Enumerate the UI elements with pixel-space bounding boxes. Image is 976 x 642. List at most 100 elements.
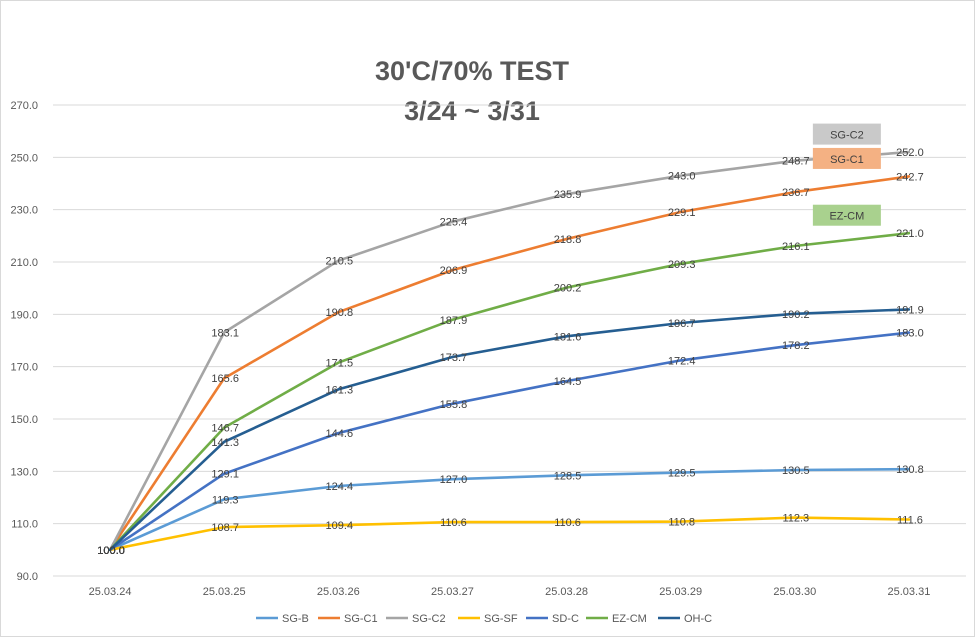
- data-label-sg-c2: 248.7: [782, 156, 810, 168]
- data-label-sg-b: 100.0: [97, 545, 125, 557]
- data-label-sd-c: 100.0: [97, 545, 125, 557]
- y-tick-label: 150.0: [10, 414, 38, 426]
- annotation-box-sg-c2: [812, 123, 881, 145]
- y-tick-label: 90.0: [17, 571, 38, 583]
- data-label-sg-c2: 210.5: [326, 256, 354, 268]
- data-label-sg-c2: 100.0: [97, 545, 125, 557]
- data-label-oh-c: 141.3: [211, 437, 239, 449]
- legend-label-sg-c2: SG-C2: [412, 613, 446, 625]
- x-tick-label: 25.03.29: [659, 586, 702, 598]
- data-label-sg-sf: 112.3: [782, 513, 809, 525]
- series-line-sg-b: [108, 467, 911, 552]
- data-label-sg-b: 129.5: [668, 468, 696, 480]
- y-tick-label: 210.0: [10, 257, 38, 269]
- data-label-oh-c: 173.7: [440, 352, 468, 364]
- data-label-ez-cm: 221.0: [896, 228, 924, 240]
- y-tick-label: 230.0: [10, 205, 38, 217]
- data-label-sd-c: 178.2: [782, 340, 810, 352]
- chart-subtitle: 3/24 ~ 3/31: [404, 96, 540, 126]
- data-label-sd-c: 164.5: [554, 376, 582, 388]
- x-axis: 25.03.24 25.03.25 25.03.26 25.03.27 25.03.28…: [89, 586, 931, 598]
- data-label-sg-c2: 183.1: [211, 327, 239, 339]
- y-tick-label: 270.0: [10, 100, 38, 112]
- data-label-sg-c2: 235.9: [554, 189, 582, 201]
- data-label-sg-c1: 236.7: [782, 187, 810, 199]
- data-label-ez-cm: 216.1: [782, 241, 810, 253]
- x-tick-label: 25.03.25: [203, 586, 246, 598]
- x-tick-label: 25.03.24: [89, 586, 132, 598]
- series-line-sg-c2: [108, 150, 911, 552]
- series-line-sg-c1: [108, 175, 911, 552]
- annotation-box-sg-c1: [812, 147, 881, 169]
- y-tick-label: 170.0: [10, 362, 38, 374]
- data-label-sd-c: 144.6: [326, 428, 354, 440]
- legend-label-sg-c1: SG-C1: [344, 613, 378, 625]
- data-labels: 100.0 119.3 124.4 127.0 128.5 129.5 130.5 130.8…: [97, 147, 923, 557]
- data-label-sg-c1: 242.7: [896, 171, 924, 183]
- y-tick-label: 130.0: [10, 466, 38, 478]
- data-label-oh-c: 100.0: [97, 545, 125, 557]
- x-tick-label: 25.03.27: [431, 586, 474, 598]
- series-lines: [108, 150, 911, 552]
- data-label-sg-sf: 108.7: [211, 522, 239, 534]
- data-label-sg-sf: 110.6: [554, 517, 581, 529]
- data-label-sg-sf: 110.6: [440, 517, 467, 529]
- data-label-oh-c: 191.9: [896, 304, 924, 316]
- data-label-ez-cm: 100.0: [97, 545, 125, 557]
- data-label-sg-c1: 206.9: [440, 265, 468, 277]
- data-label-sg-b: 124.4: [326, 481, 354, 493]
- y-tick-label: 190.0: [10, 309, 38, 321]
- legend: SG-B SG-C1 SG-C2 SG-SF SD-C EZ-CM OH-C: [256, 613, 712, 625]
- x-tick-label: 25.03.30: [773, 586, 816, 598]
- data-label-ez-cm: 187.9: [440, 315, 468, 327]
- data-label-oh-c: 186.7: [668, 318, 696, 330]
- data-label-oh-c: 181.6: [554, 331, 582, 343]
- annotation-label-ez-cm: EZ-CM: [829, 211, 864, 223]
- annotation-label-sg-c1: SG-C1: [830, 154, 864, 166]
- legend-label-sg-b: SG-B: [282, 613, 309, 625]
- data-label-sg-sf: 100.0: [97, 545, 125, 557]
- data-label-sg-b: 130.5: [782, 465, 810, 477]
- data-label-sg-sf: 110.8: [668, 517, 695, 529]
- data-label-ez-cm: 200.2: [554, 283, 582, 295]
- data-label-sg-sf: 109.4: [326, 520, 354, 532]
- data-label-ez-cm: 209.3: [668, 259, 696, 271]
- data-label-sg-c1: 165.6: [211, 373, 239, 385]
- data-label-sg-c2: 225.4: [440, 217, 468, 229]
- data-label-sd-c: 183.0: [896, 328, 924, 340]
- series-line-oh-c: [108, 308, 911, 552]
- data-label-sg-b: 119.3: [212, 494, 239, 506]
- x-tick-label: 25.03.28: [545, 586, 588, 598]
- x-tick-label: 25.03.26: [317, 586, 360, 598]
- data-label-sg-c1: 218.8: [554, 234, 582, 246]
- series-line-ez-cm: [108, 231, 911, 552]
- data-label-sg-c1: 100.0: [97, 545, 125, 557]
- annotation-box-ez-cm: [812, 204, 881, 226]
- data-label-oh-c: 190.2: [782, 309, 810, 321]
- y-tick-label: 110.0: [11, 519, 38, 531]
- series-line-sd-c: [108, 331, 911, 552]
- legend-label-oh-c: OH-C: [684, 613, 712, 625]
- data-label-sd-c: 172.4: [668, 355, 696, 367]
- data-label-ez-cm: 146.7: [211, 423, 239, 435]
- data-label-sd-c: 129.1: [211, 469, 239, 481]
- data-label-ez-cm: 171.5: [326, 358, 354, 370]
- gridlines: [53, 104, 966, 577]
- annotation-label-sg-c2: SG-C2: [830, 130, 864, 142]
- x-tick-label: 25.03.31: [888, 586, 931, 598]
- data-label-sg-b: 127.0: [440, 474, 468, 486]
- legend-label-ez-cm: EZ-CM: [612, 613, 647, 625]
- data-label-sg-sf: 111.6: [897, 514, 923, 526]
- data-label-sg-c1: 229.1: [668, 207, 696, 219]
- data-label-sg-c1: 190.8: [326, 307, 354, 319]
- data-label-oh-c: 161.3: [326, 384, 354, 396]
- chart-title: 30'C/70% TEST: [375, 56, 570, 86]
- series-line-sg-sf: [108, 516, 911, 552]
- y-axis: 90.0 110.0 130.0 150.0 170.0 190.0 210.0 230.0 2…: [10, 100, 38, 583]
- data-label-sg-b: 128.5: [554, 470, 582, 482]
- legend-label-sd-c: SD-C: [552, 613, 579, 625]
- data-label-sg-c2: 252.0: [896, 147, 924, 159]
- data-label-sd-c: 155.8: [440, 399, 468, 411]
